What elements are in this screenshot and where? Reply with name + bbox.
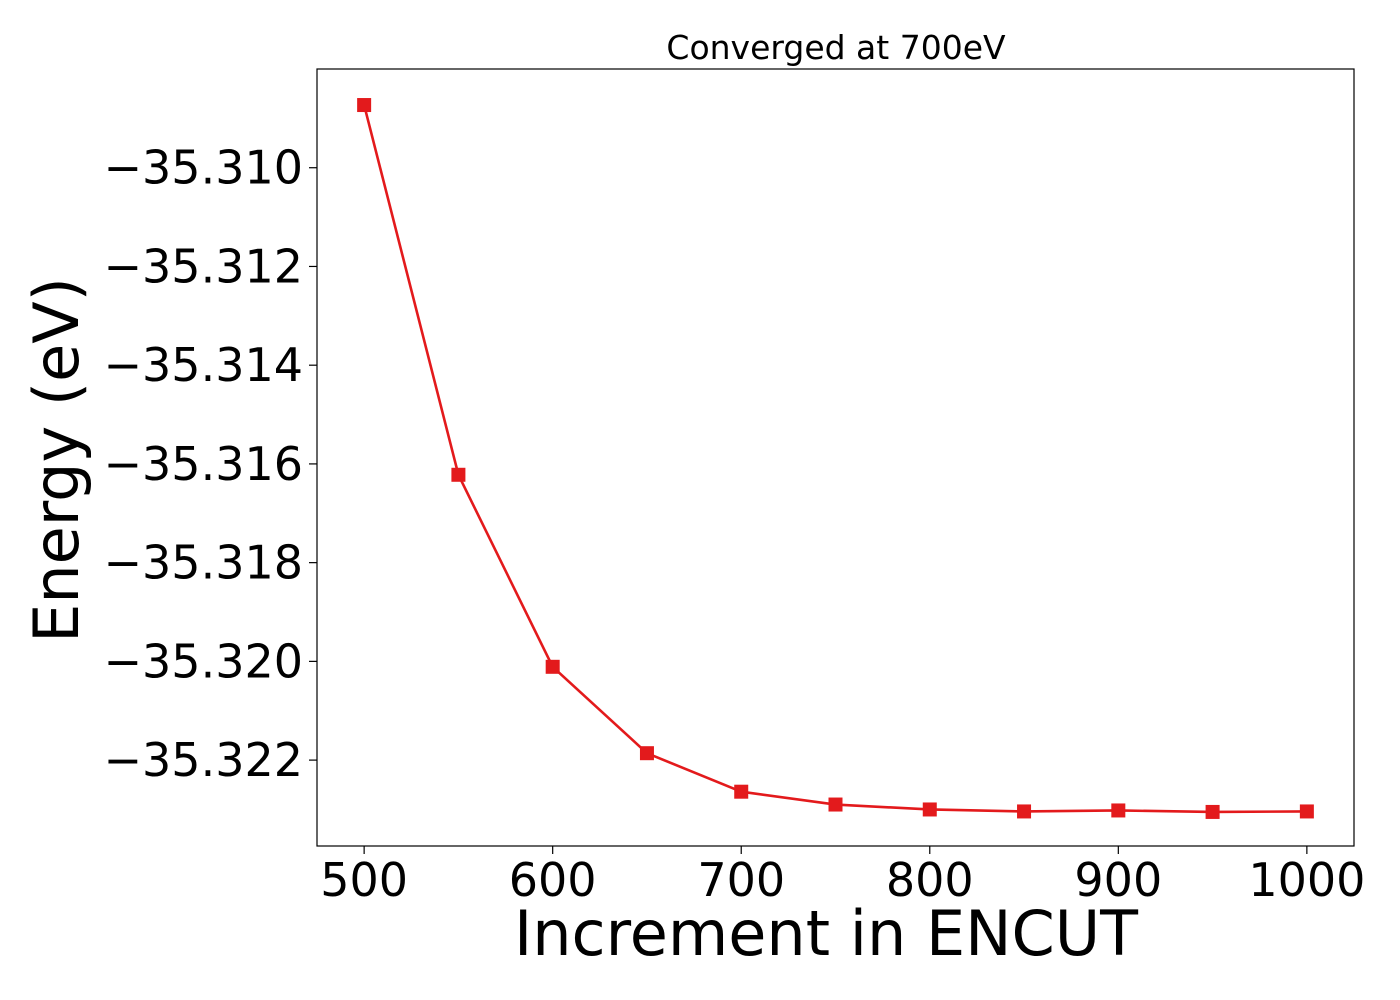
x-tick-label: 900 [1074, 853, 1162, 907]
y-axis-label: Energy (eV) [20, 277, 93, 643]
plot-area-frame [316, 68, 1355, 847]
data-point-marker [922, 802, 937, 817]
data-point-marker [357, 98, 372, 113]
data-point-marker [828, 797, 843, 812]
x-tick-label: 500 [320, 853, 408, 907]
y-tick-label: −35.312 [104, 239, 304, 293]
y-tick-label: −35.322 [104, 733, 304, 787]
data-point-marker [639, 746, 654, 761]
chart-title: Converged at 700eV [666, 28, 1006, 67]
x-tick-label: 700 [697, 853, 785, 907]
x-tick-label: 1000 [1248, 853, 1365, 907]
data-point-marker [734, 784, 749, 799]
data-point-marker [451, 467, 466, 482]
y-tick-label: −35.320 [104, 634, 304, 688]
x-axis-ticks: 500 600 700 800 900 1000 [320, 846, 1365, 907]
x-tick-label: 800 [886, 853, 974, 907]
y-axis-ticks: −35.310 −35.312 −35.314 −35.316 −35.318 −35.3… [104, 141, 317, 787]
data-point-marker [1017, 804, 1032, 819]
y-tick-label: −35.316 [104, 437, 304, 491]
y-tick-label: −35.314 [104, 338, 304, 392]
series-layer [357, 98, 1314, 819]
y-tick-label: −35.310 [104, 141, 304, 195]
x-tick-label: 600 [509, 853, 597, 907]
y-tick-label: −35.318 [104, 536, 304, 590]
data-point-marker [1111, 803, 1126, 818]
data-point-marker [1205, 804, 1220, 819]
data-point-marker [1299, 804, 1314, 819]
x-axis-label: Increment in ENCUT [514, 897, 1139, 970]
data-point-marker [545, 659, 560, 674]
